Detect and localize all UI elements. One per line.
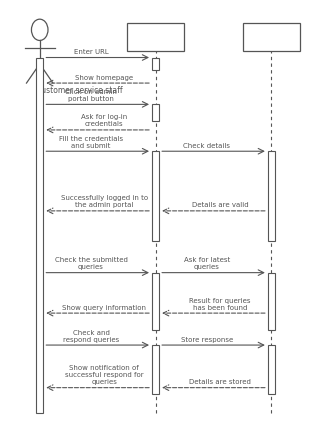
Text: Database: Database	[253, 33, 290, 42]
Text: Check the submitted
queries: Check the submitted queries	[55, 257, 127, 270]
Text: Show query information: Show query information	[62, 305, 146, 311]
Text: Click on admin
portal button: Click on admin portal button	[65, 89, 117, 102]
Text: Show notification of
successful respond for
queries: Show notification of successful respond …	[65, 365, 144, 385]
Text: Fill the credentials
and submit: Fill the credentials and submit	[59, 135, 123, 149]
Text: Ask for latest
queries: Ask for latest queries	[184, 257, 230, 270]
Text: Enter URL: Enter URL	[74, 49, 108, 55]
Bar	[243, 23, 300, 51]
Bar	[152, 104, 159, 121]
Text: Successfully logged in to
the admin portal: Successfully logged in to the admin port…	[61, 195, 148, 208]
Bar	[268, 151, 275, 241]
Bar	[268, 345, 275, 394]
Bar	[268, 273, 275, 330]
Text: Ask for log-in
credentials: Ask for log-in credentials	[81, 114, 127, 127]
Text: Details are stored: Details are stored	[189, 379, 251, 385]
Text: COS System: COS System	[132, 33, 179, 42]
Bar	[152, 151, 159, 241]
Text: Show homepage: Show homepage	[75, 75, 133, 81]
Text: Result for queries
has been found: Result for queries has been found	[189, 297, 251, 311]
Bar	[152, 273, 159, 330]
Bar	[152, 58, 159, 70]
Text: Check details: Check details	[183, 143, 230, 149]
Text: Details are valid: Details are valid	[192, 202, 249, 208]
Text: Store response: Store response	[181, 337, 233, 343]
Text: Customer service staff: Customer service staff	[36, 86, 123, 95]
Bar	[152, 345, 159, 394]
Text: Check and
respond queries: Check and respond queries	[63, 329, 119, 343]
Bar	[127, 23, 184, 51]
Bar	[36, 58, 43, 413]
